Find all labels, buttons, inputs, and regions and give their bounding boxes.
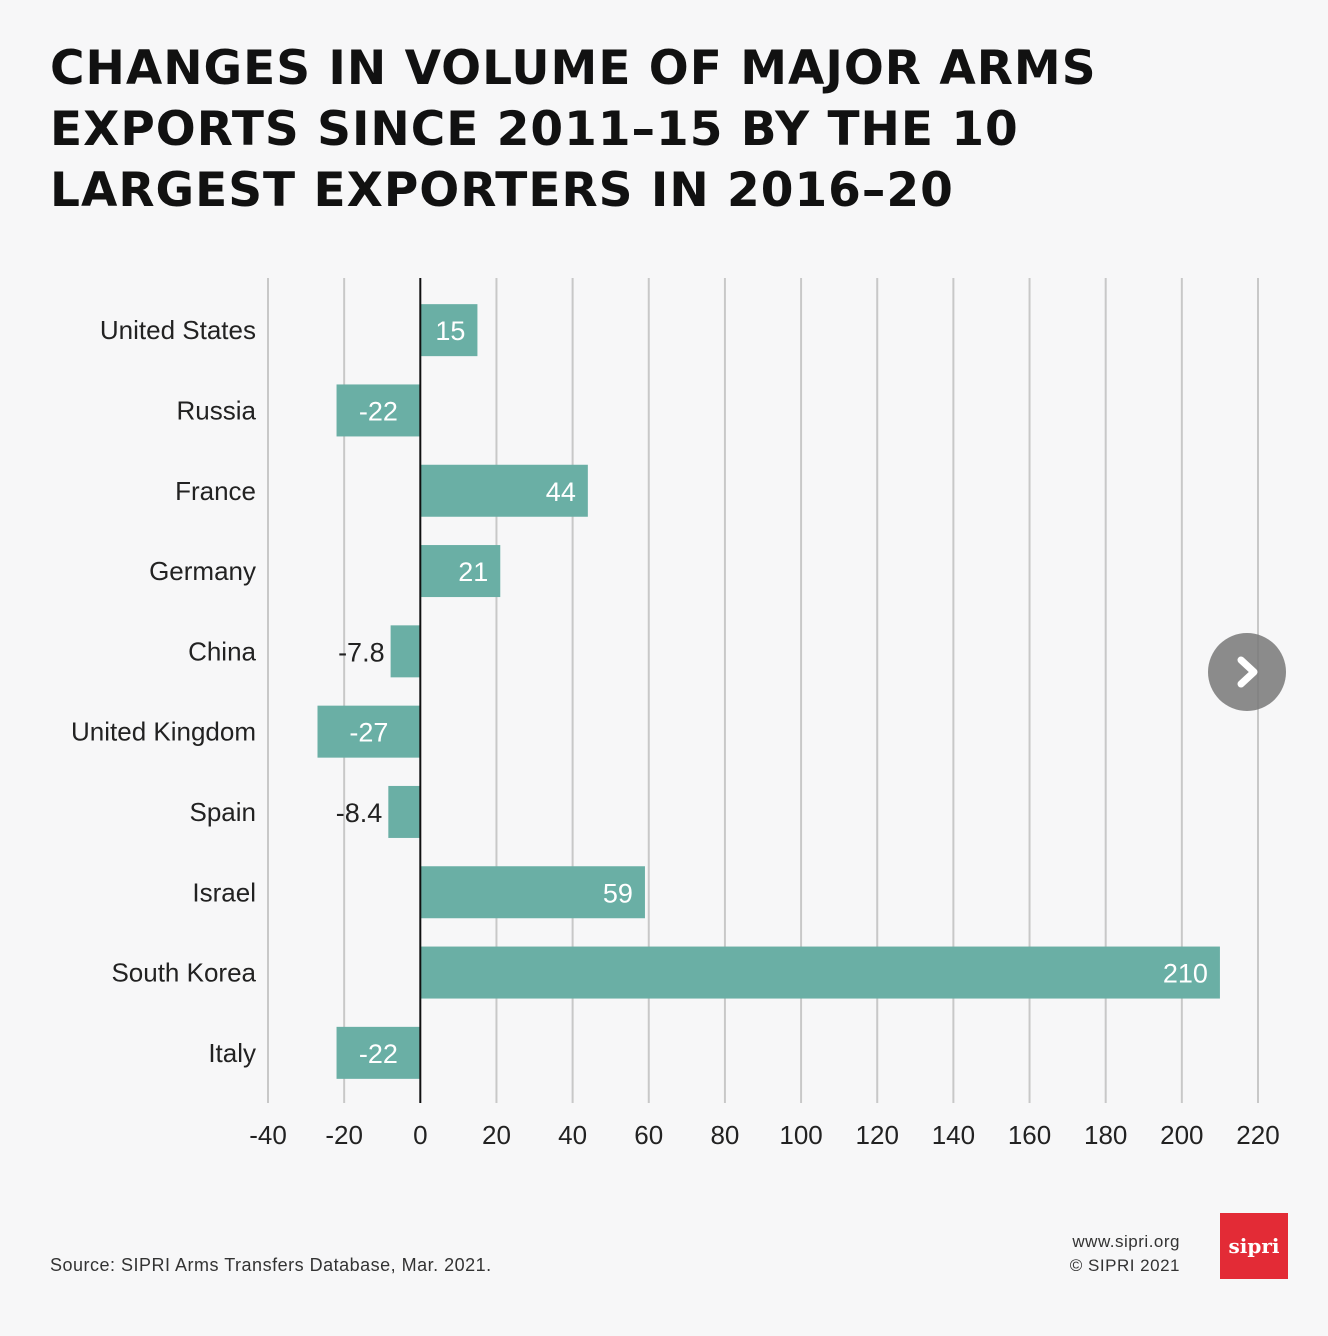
- x-tick-label: 40: [558, 1120, 587, 1150]
- bar: [420, 304, 478, 357]
- value-label: 44: [546, 477, 576, 507]
- x-tick-label: 120: [856, 1120, 899, 1150]
- bar: [420, 946, 1220, 999]
- bar: [390, 625, 421, 678]
- bar: [317, 705, 421, 758]
- value-label: 210: [1163, 959, 1208, 989]
- category-label: China: [188, 636, 256, 666]
- value-label: -8.4: [336, 798, 383, 828]
- category-label: France: [175, 476, 256, 506]
- value-label: 15: [435, 316, 465, 346]
- x-tick-label: 0: [413, 1120, 427, 1150]
- bar: [336, 1026, 421, 1079]
- title-line: LARGEST EXPORTERS IN 2016–20: [50, 163, 954, 218]
- x-tick-label: -40: [249, 1120, 287, 1150]
- x-tick-label: 180: [1084, 1120, 1127, 1150]
- sipri-logo: sipri: [1220, 1213, 1288, 1279]
- bar: [420, 464, 588, 517]
- chart-title: CHANGES IN VOLUME OF MAJOR ARMS EXPORTS …: [50, 38, 1200, 221]
- value-label: 21: [458, 557, 488, 587]
- footer-credits: www.sipri.org © SIPRI 2021: [1070, 1230, 1180, 1278]
- category-label: Spain: [190, 797, 257, 827]
- website-link[interactable]: www.sipri.org: [1072, 1232, 1180, 1251]
- copyright-text: © SIPRI 2021: [1069, 1256, 1180, 1275]
- value-label: -22: [359, 1039, 398, 1069]
- next-slide-button[interactable]: [1208, 633, 1286, 711]
- category-label: Israel: [192, 877, 256, 907]
- value-label: -7.8: [338, 637, 385, 667]
- source-note: Source: SIPRI Arms Transfers Database, M…: [50, 1255, 492, 1275]
- x-tick-label: 100: [779, 1120, 822, 1150]
- title-line: EXPORTS SINCE 2011–15 BY THE 10: [50, 102, 1019, 157]
- value-label: -27: [349, 718, 388, 748]
- x-tick-label: -20: [325, 1120, 363, 1150]
- x-tick-label: 60: [634, 1120, 663, 1150]
- x-tick-label: 80: [710, 1120, 739, 1150]
- category-label: United Kingdom: [71, 717, 256, 747]
- category-label: Germany: [149, 556, 256, 586]
- x-tick-label: 220: [1236, 1120, 1279, 1150]
- bar: [336, 384, 421, 437]
- bar: [420, 866, 645, 919]
- category-label: South Korea: [111, 958, 256, 988]
- bar: [388, 785, 421, 838]
- x-tick-label: 20: [482, 1120, 511, 1150]
- x-tick-label: 160: [1008, 1120, 1051, 1150]
- value-label: 59: [603, 878, 633, 908]
- category-label: Italy: [208, 1038, 256, 1068]
- x-tick-label: 200: [1160, 1120, 1203, 1150]
- title-line: CHANGES IN VOLUME OF MAJOR ARMS: [50, 41, 1097, 96]
- category-label: United States: [100, 315, 256, 345]
- category-label: Russia: [177, 395, 257, 425]
- value-label: -22: [359, 396, 398, 426]
- bar-chart: -40 -20 0 20 40 60 80 100 120 140 160 180 200 220 Unit…: [71, 278, 1280, 1150]
- chevron-right-icon: [1237, 656, 1258, 688]
- bar: [420, 545, 501, 598]
- x-tick-label: 140: [932, 1120, 975, 1150]
